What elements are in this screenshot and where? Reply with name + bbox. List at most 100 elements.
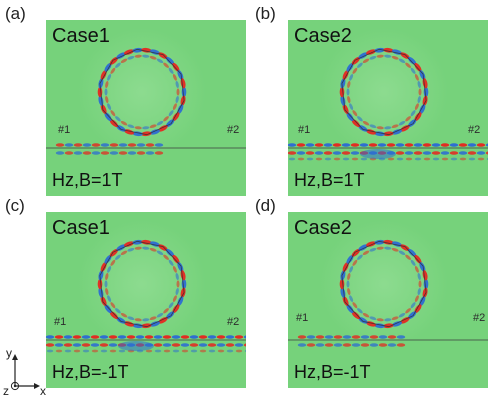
waveguide-field-lobe <box>305 143 315 147</box>
waveguide-field-lobe <box>360 335 370 339</box>
waveguide-field-lobe <box>145 151 155 155</box>
ring-field-lobe <box>407 56 417 65</box>
ring-field-lobe <box>176 88 180 96</box>
waveguide-field-lobe <box>154 151 164 155</box>
axis-x-label: x <box>40 384 46 398</box>
ring-field-lobe <box>107 266 112 273</box>
ring-field-lobe <box>384 126 392 130</box>
ring-field-lobe <box>346 304 354 314</box>
ring-field-lobe <box>127 55 135 60</box>
case-label-c: Case1 <box>52 217 110 239</box>
waveguide-field-lobe <box>458 151 468 155</box>
waveguide-field-lobe <box>369 343 379 347</box>
ring-field-lobe <box>391 316 399 321</box>
field-label-a: Hz,B=1T <box>52 170 123 190</box>
ring-field-lobe <box>417 95 421 104</box>
ring-field-lobe <box>149 247 157 252</box>
waveguide-field-lobe <box>46 343 55 347</box>
ring-field-lobe <box>120 120 128 126</box>
waveguide-field-lobe <box>423 157 431 161</box>
ring-field-lobe <box>342 70 349 80</box>
waveguide-field-lobe <box>163 349 171 353</box>
ring-field-lobe <box>149 129 160 135</box>
waveguide-field-lobe <box>180 335 190 339</box>
port-1-label-d: #1 <box>296 312 309 324</box>
ring-field-lobe <box>391 124 399 129</box>
waveguide-field-lobe <box>109 151 119 155</box>
ring-field-lobe <box>132 239 143 245</box>
ring-field-lobe <box>110 302 116 309</box>
waveguide-field-lobe <box>396 343 406 347</box>
waveguide-field-lobe <box>369 335 379 339</box>
ring-field-lobe <box>100 262 107 272</box>
ring-field-lobe <box>115 254 121 260</box>
waveguide-field-lobe <box>235 349 243 353</box>
ring-field-lobe <box>417 272 421 281</box>
waveguide-field-lobe <box>109 143 119 147</box>
ring-field-lobe <box>340 270 346 281</box>
ring-field-lobe <box>405 254 411 260</box>
ring-field-lobe <box>104 304 112 314</box>
waveguide-field-lobe <box>342 157 350 161</box>
coupling-hotspot <box>360 149 396 159</box>
ring-field-lobe <box>422 95 428 106</box>
waveguide-field-lobe <box>342 343 352 347</box>
ring-field-lobe <box>418 88 422 96</box>
ring-field-lobe <box>100 70 107 80</box>
ring-field-lobe <box>346 280 350 288</box>
ring-field-lobe <box>351 119 361 128</box>
ring-field-lobe <box>398 58 406 64</box>
waveguide-field-lobe <box>440 143 450 147</box>
ring-field-lobe <box>104 88 108 96</box>
ring-field-lobe <box>398 120 406 126</box>
waveguide-field-lobe <box>46 349 54 353</box>
ring-field-lobe <box>107 74 112 81</box>
field-map-svg-d <box>288 220 488 348</box>
ring-field-lobe <box>172 295 177 302</box>
waveguide-field-lobe <box>333 157 341 161</box>
waveguide-field-lobe <box>171 343 181 347</box>
waveguide-field-lobe <box>63 343 73 347</box>
ring-field-lobe <box>156 120 164 126</box>
ring-field-lobe <box>149 55 157 60</box>
ring-field-lobe <box>349 74 354 81</box>
waveguide-field-lobe <box>117 335 127 339</box>
waveguide-field-lobe <box>477 157 485 161</box>
ring-field-lobe <box>142 246 150 250</box>
ring-field-lobe <box>405 308 411 314</box>
ring-field-lobe <box>357 62 363 68</box>
waveguide-field-lobe <box>333 343 343 347</box>
ring-field-lobe <box>384 246 392 250</box>
panel-letter-b: (b) <box>255 4 276 23</box>
waveguide-field-lobe <box>333 335 343 339</box>
waveguide-field-lobe <box>118 143 128 147</box>
port-1-label-a: #1 <box>58 124 71 136</box>
waveguide-field-lobe <box>449 151 459 155</box>
field-map-svg-a <box>46 28 246 156</box>
waveguide-field-lobe <box>63 335 73 339</box>
waveguide-field-lobe <box>323 151 333 155</box>
ring-field-lobe <box>127 247 135 252</box>
ring-field-lobe <box>376 54 384 58</box>
waveguide-field-lobe <box>315 157 323 161</box>
waveguide-field-lobe <box>413 143 423 147</box>
port-2-label-b: #2 <box>468 124 481 136</box>
waveguide-field-lobe <box>217 349 225 353</box>
ring-field-lobe <box>349 103 354 110</box>
waveguide-field-lobe <box>324 157 332 161</box>
ring-field-lobe <box>105 80 109 89</box>
ring-field-lobe <box>177 296 184 306</box>
waveguide-field-lobe <box>450 157 458 161</box>
ring-field-lobe <box>134 318 142 322</box>
waveguide-field-lobe <box>153 335 163 339</box>
waveguide-field-lobe <box>306 335 316 339</box>
ring-field-lobe <box>342 262 349 272</box>
ring-field-lobe <box>407 248 417 257</box>
ring-field-lobe <box>383 131 394 137</box>
waveguide-field-lobe <box>404 143 414 147</box>
ring-field-lobe <box>156 58 164 64</box>
waveguide-field-lobe <box>314 143 324 147</box>
waveguide-field-lobe <box>288 143 297 147</box>
waveguide-field-lobe <box>324 343 334 347</box>
waveguide-field-lobe <box>126 335 136 339</box>
